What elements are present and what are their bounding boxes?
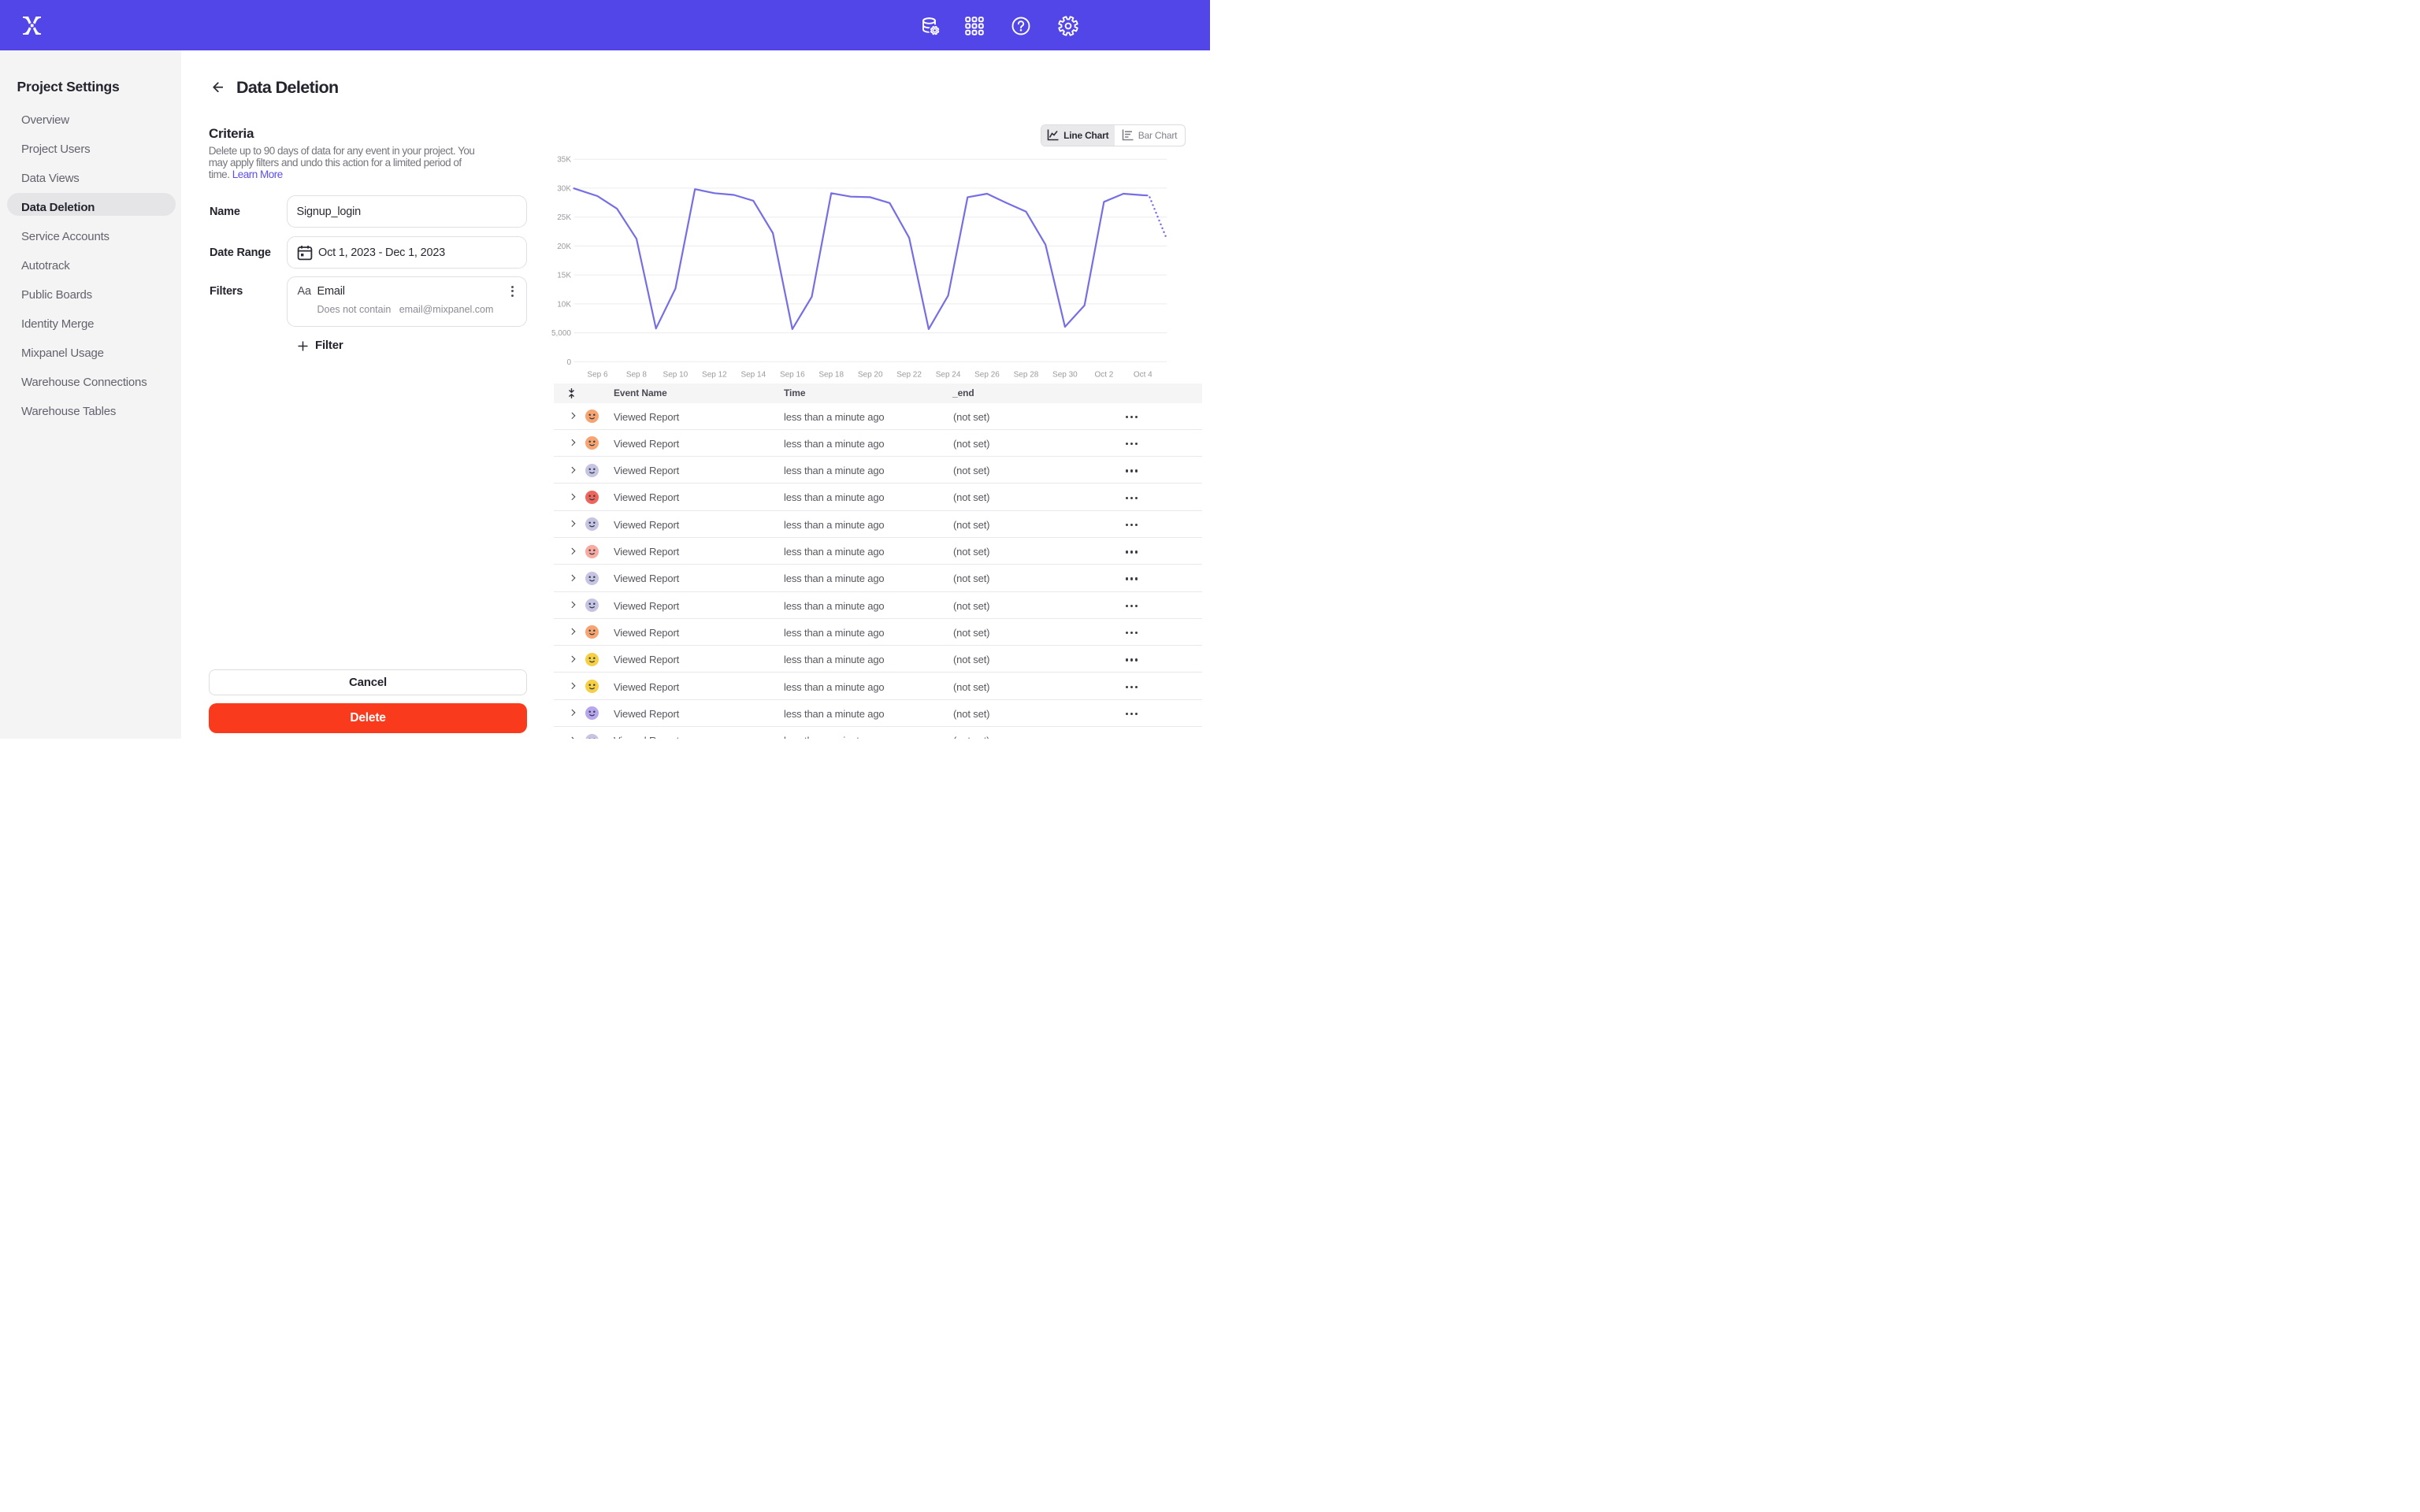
- svg-text:Sep 22: Sep 22: [896, 371, 922, 380]
- svg-text:Sep 30: Sep 30: [1052, 371, 1078, 380]
- svg-text:Sep 20: Sep 20: [858, 371, 883, 380]
- svg-text:Sep 8: Sep 8: [626, 371, 648, 380]
- svg-text:35K: 35K: [557, 156, 571, 165]
- svg-text:Oct 2: Oct 2: [1094, 371, 1113, 380]
- svg-text:0: 0: [566, 358, 571, 367]
- svg-text:15K: 15K: [557, 272, 571, 280]
- svg-text:5,000: 5,000: [551, 329, 571, 338]
- svg-text:Sep 6: Sep 6: [587, 371, 608, 380]
- svg-text:10K: 10K: [557, 300, 571, 309]
- svg-text:20K: 20K: [557, 243, 571, 251]
- svg-text:Sep 18: Sep 18: [818, 371, 844, 380]
- svg-text:Sep 12: Sep 12: [702, 371, 727, 380]
- svg-text:25K: 25K: [557, 213, 571, 222]
- svg-text:Sep 28: Sep 28: [1014, 371, 1039, 380]
- svg-text:Sep 26: Sep 26: [974, 371, 1000, 380]
- svg-text:Oct 4: Oct 4: [1134, 371, 1152, 380]
- svg-text:30K: 30K: [557, 184, 571, 193]
- svg-text:Sep 16: Sep 16: [780, 371, 805, 380]
- svg-text:Sep 24: Sep 24: [936, 371, 961, 380]
- svg-text:Sep 14: Sep 14: [740, 371, 766, 380]
- svg-text:Sep 10: Sep 10: [663, 371, 689, 380]
